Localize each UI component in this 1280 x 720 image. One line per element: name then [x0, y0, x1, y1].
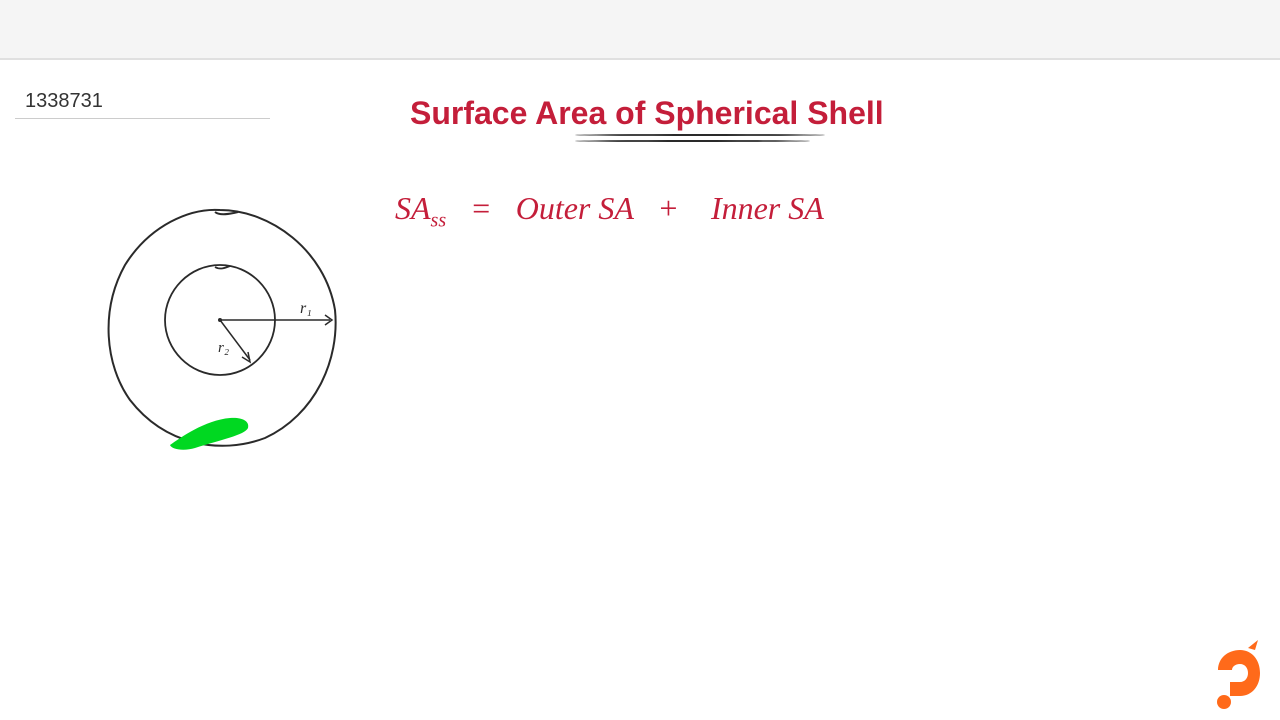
document-id: 1338731 [25, 90, 103, 113]
formula-text: SAss = Outer SA + Inner SA [395, 190, 824, 232]
id-underline [15, 118, 270, 119]
center-point [218, 318, 222, 322]
doubtnut-logo-icon [1210, 640, 1265, 710]
formula-subscript: ss [431, 209, 447, 231]
formula-plus: + [657, 190, 679, 226]
outer-circle [109, 210, 336, 446]
inner-radius-label: r₂ [218, 340, 229, 356]
page-title: Surface Area of Spherical Shell [410, 95, 884, 132]
formula-lhs: SA [395, 190, 431, 226]
outer-radius-label: r₁ [300, 300, 312, 317]
spherical-shell-diagram: r₁ r₂ [90, 200, 350, 460]
formula-term2: Inner SA [711, 190, 824, 226]
formula-term1: Outer SA [516, 190, 634, 226]
top-bar [0, 0, 1280, 60]
title-underline-2 [575, 140, 810, 142]
formula-equals: = [470, 190, 492, 226]
title-underline [575, 134, 825, 136]
